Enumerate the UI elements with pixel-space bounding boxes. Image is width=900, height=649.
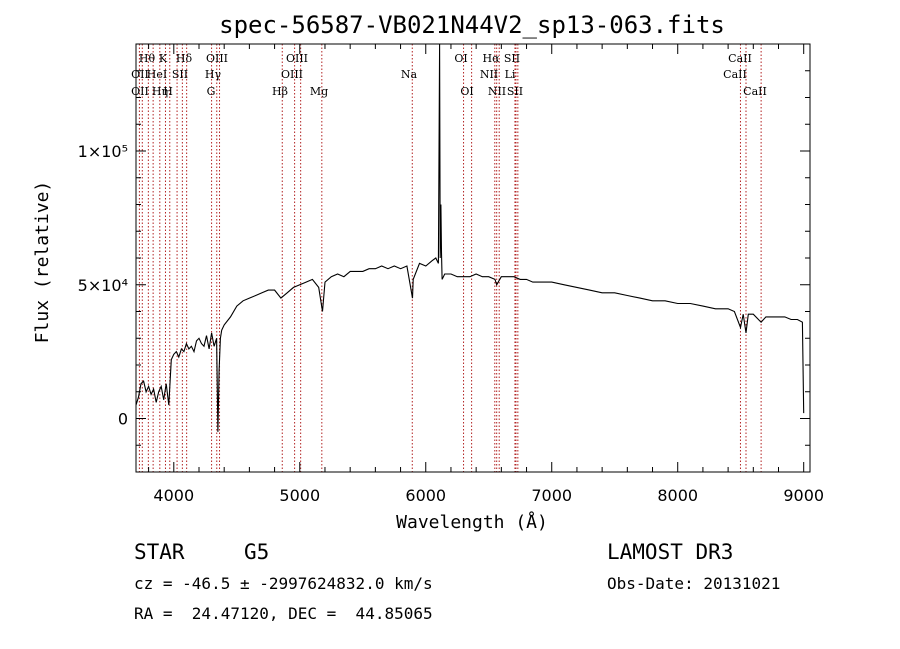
line-label-row3-2: H — [163, 85, 173, 98]
spectrum-chart: spec-56587-VB021N44V2_sp13-063.fits Hθ K H… — [32, 11, 824, 533]
line-label-row3-0: OII — [131, 85, 149, 98]
y-tick-label-0: 0 — [118, 410, 128, 429]
subclass: G5 — [244, 540, 270, 564]
line-label-row1-5: OI — [454, 52, 467, 65]
x-tick-label-2: 6000 — [405, 486, 446, 505]
line-label-row2-7: Li — [505, 68, 516, 81]
x-tick-label-0: 4000 — [153, 486, 194, 505]
line-label-row3-8: SII — [507, 85, 523, 98]
line-label-row3-6: OI — [460, 85, 473, 98]
line-label-row1-1: K — [159, 52, 168, 65]
line-label-row2-2: SII — [172, 68, 188, 81]
line-label-row1-7: SII — [504, 52, 520, 65]
x-tick-label-5: 9000 — [783, 486, 824, 505]
line-label-row1-0: Hθ — [139, 52, 156, 65]
line-label-row2-3: Hγ — [205, 68, 222, 81]
line-label-row3-9: CaII — [743, 85, 767, 98]
line-label-row3-3: G — [207, 85, 216, 98]
x-tick-label-4: 8000 — [657, 486, 698, 505]
y-tick-label-2: 1×10⁵ — [78, 142, 128, 161]
line-label-row3-7: NII — [488, 85, 506, 98]
chart-title: spec-56587-VB021N44V2_sp13-063.fits — [219, 11, 725, 39]
x-tick-label-1: 5000 — [279, 486, 320, 505]
y-tick-label-1: 5×10⁴ — [78, 276, 128, 295]
series-layer — [135, 43, 805, 432]
line-label-row1-6: Hα — [482, 52, 500, 65]
line-label-row2-4: OIII — [281, 68, 303, 81]
line-labels: Hθ K Hδ OIII OIII OI Hα SII CaII OII HeI SII Hγ OIII N… — [131, 52, 767, 98]
object-type: STAR — [134, 540, 185, 564]
obs-date: Obs-Date: 20131021 — [607, 574, 781, 593]
axis-ticks: 4000 5000 6000 7000 8000 9000 0 5×10⁴ 1×10⁵ — [78, 44, 824, 505]
coordinates: RA = 24.47120, DEC = 44.85065 — [134, 604, 433, 623]
line-label-row2-5: Na — [401, 68, 418, 81]
line-markers — [138, 44, 762, 472]
line-label-row2-6: NII — [480, 68, 498, 81]
line-label-row1-8: CaII — [728, 52, 752, 65]
plot-frame — [135, 43, 811, 473]
line-label-row3-4: Hβ — [272, 85, 288, 98]
redshift-readout: cz = -46.5 ± -2997624832.0 km/s — [134, 574, 433, 593]
x-tick-label-3: 7000 — [531, 486, 572, 505]
line-label-row3-5: Mg — [310, 85, 328, 98]
line-label-row3-1: Hη — [152, 85, 168, 98]
line-label-row2-1: HeI — [147, 68, 167, 81]
spectrum-line — [135, 43, 805, 432]
line-label-row1-4: OIII — [286, 52, 308, 65]
y-axis-label: Flux (relative) — [32, 181, 53, 344]
line-label-row1-3: OIII — [206, 52, 228, 65]
line-label-row2-8: CaII — [723, 68, 747, 81]
survey-name: LAMOST DR3 — [607, 540, 734, 564]
x-axis-label: Wavelength (Å) — [396, 511, 548, 533]
line-label-row1-2: Hδ — [176, 52, 193, 65]
